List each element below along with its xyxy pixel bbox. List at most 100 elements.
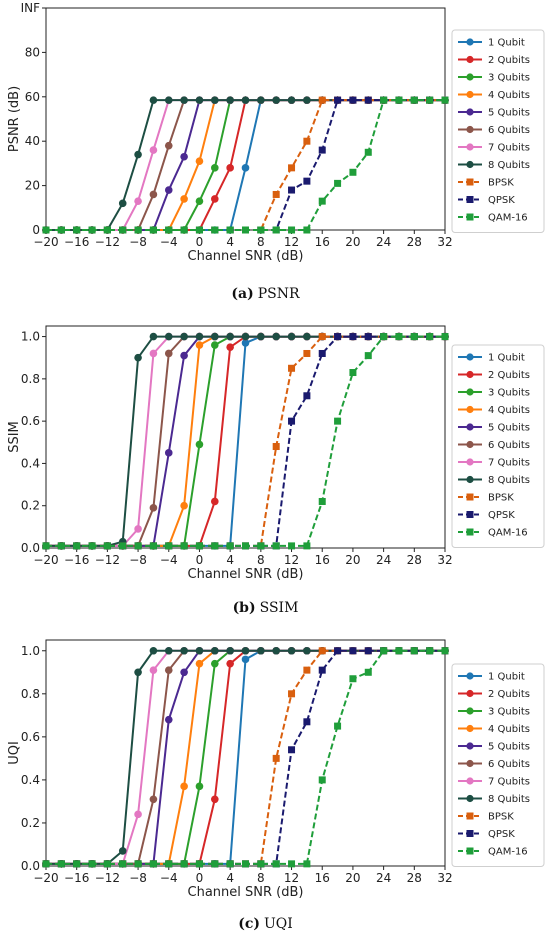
series-5-qubits bbox=[42, 646, 449, 868]
plot-frame bbox=[45, 325, 446, 549]
data-point bbox=[318, 776, 326, 784]
data-point bbox=[334, 179, 342, 187]
data-point bbox=[410, 333, 418, 341]
legend-label: BPSK bbox=[488, 493, 514, 504]
legend-swatch-marker bbox=[466, 672, 474, 680]
y-tick-label: 0.6 bbox=[21, 414, 40, 428]
legend-item: QAM-16 bbox=[458, 213, 528, 224]
legend: 1 Qubit 2 Qubits 3 Qubits 4 Qubits 5 Qubits 6… bbox=[451, 344, 545, 548]
legend-label: 7 Qubits bbox=[488, 458, 530, 469]
legend-swatch-marker bbox=[466, 707, 474, 715]
series-7-qubits bbox=[42, 332, 449, 550]
data-point bbox=[180, 782, 188, 791]
data-point bbox=[134, 668, 142, 677]
legend-swatch-marker bbox=[466, 160, 474, 169]
data-point bbox=[195, 646, 204, 655]
data-point bbox=[134, 542, 142, 550]
series-line bbox=[46, 335, 445, 547]
data-point bbox=[364, 647, 372, 655]
x-tick-label: −4 bbox=[160, 871, 178, 885]
data-point bbox=[226, 343, 234, 351]
data-point bbox=[318, 647, 326, 655]
legend-label: 4 Qubits bbox=[488, 724, 530, 735]
data-point bbox=[288, 364, 296, 372]
data-point bbox=[180, 860, 188, 868]
data-point bbox=[165, 226, 173, 234]
data-point bbox=[149, 666, 158, 674]
data-point bbox=[303, 349, 311, 357]
data-point bbox=[349, 675, 357, 683]
legend-swatch-marker bbox=[466, 55, 474, 64]
plot-frame bbox=[45, 7, 446, 231]
legend-swatch-marker bbox=[466, 213, 474, 221]
y-tick-label: 80 bbox=[25, 45, 40, 59]
data-point bbox=[211, 646, 219, 655]
legend-label: 1 Qubit bbox=[488, 353, 525, 364]
data-point bbox=[303, 137, 311, 145]
x-tick-label: 32 bbox=[437, 553, 452, 567]
data-point bbox=[441, 96, 449, 104]
x-tick-label: −8 bbox=[129, 553, 147, 567]
data-point bbox=[303, 542, 311, 550]
legend-label: 5 Qubits bbox=[488, 742, 530, 753]
data-point bbox=[211, 542, 219, 550]
series-line bbox=[46, 335, 445, 547]
legend-item: 6 Qubits bbox=[458, 440, 530, 451]
y-tick-label: 0.8 bbox=[21, 687, 40, 701]
data-point bbox=[73, 226, 81, 234]
x-tick-label: −16 bbox=[64, 553, 89, 567]
x-tick-label: 20 bbox=[345, 871, 360, 885]
legend-label: 6 Qubits bbox=[488, 125, 530, 136]
data-point bbox=[180, 646, 188, 655]
legend-swatch-marker bbox=[466, 528, 474, 536]
x-tick-label: 12 bbox=[284, 871, 299, 885]
series-1-qubit bbox=[42, 96, 449, 234]
data-point bbox=[134, 860, 142, 868]
legend-label: BPSK bbox=[488, 812, 514, 823]
legend-swatch-marker bbox=[466, 689, 474, 698]
legend-swatch-marker bbox=[466, 370, 474, 379]
legend-swatch-marker bbox=[466, 724, 474, 733]
legend-swatch-marker bbox=[466, 759, 474, 768]
data-point bbox=[288, 746, 296, 754]
series-line bbox=[46, 335, 445, 547]
x-tick-label: 16 bbox=[315, 871, 330, 885]
data-point bbox=[57, 860, 65, 868]
caption-text: UQI bbox=[264, 916, 293, 932]
data-point bbox=[134, 197, 142, 205]
legend-item: 8 Qubits bbox=[458, 160, 530, 171]
caption-text: SSIM bbox=[260, 600, 299, 616]
data-point bbox=[164, 646, 173, 655]
x-tick-label: 20 bbox=[345, 553, 360, 567]
legend-item: 4 Qubits bbox=[458, 90, 530, 101]
data-point bbox=[303, 332, 311, 341]
data-point bbox=[73, 542, 81, 550]
series-line bbox=[46, 649, 445, 865]
x-tick-label: 0 bbox=[196, 235, 204, 249]
data-point bbox=[211, 795, 219, 804]
series-7-qubits bbox=[42, 646, 449, 868]
data-point bbox=[242, 542, 249, 550]
legend-item: 7 Qubits bbox=[458, 777, 530, 788]
data-point bbox=[241, 646, 250, 655]
legend-swatch-marker bbox=[466, 73, 474, 81]
series-3-qubits bbox=[42, 332, 449, 550]
x-tick-label: −12 bbox=[95, 235, 120, 249]
legend-item: 1 Qubit bbox=[458, 353, 525, 364]
legend-item: 1 Qubit bbox=[458, 38, 525, 49]
series-line bbox=[46, 649, 445, 865]
data-point bbox=[318, 197, 326, 205]
series-3-qubits bbox=[42, 646, 449, 868]
data-point bbox=[226, 164, 234, 172]
x-tick-label: 12 bbox=[284, 235, 299, 249]
legend: 1 Qubit 2 Qubits 3 Qubits 4 Qubits 5 Qubits 6… bbox=[451, 663, 545, 867]
series-line bbox=[46, 335, 445, 547]
series-qam-16 bbox=[42, 333, 449, 550]
data-point bbox=[149, 795, 158, 804]
data-point bbox=[288, 417, 296, 425]
legend-label: 6 Qubits bbox=[488, 759, 530, 770]
legend-label: 5 Qubits bbox=[488, 423, 530, 434]
data-point bbox=[211, 195, 219, 203]
legend-item: 4 Qubits bbox=[458, 724, 530, 735]
series-line bbox=[46, 335, 445, 547]
